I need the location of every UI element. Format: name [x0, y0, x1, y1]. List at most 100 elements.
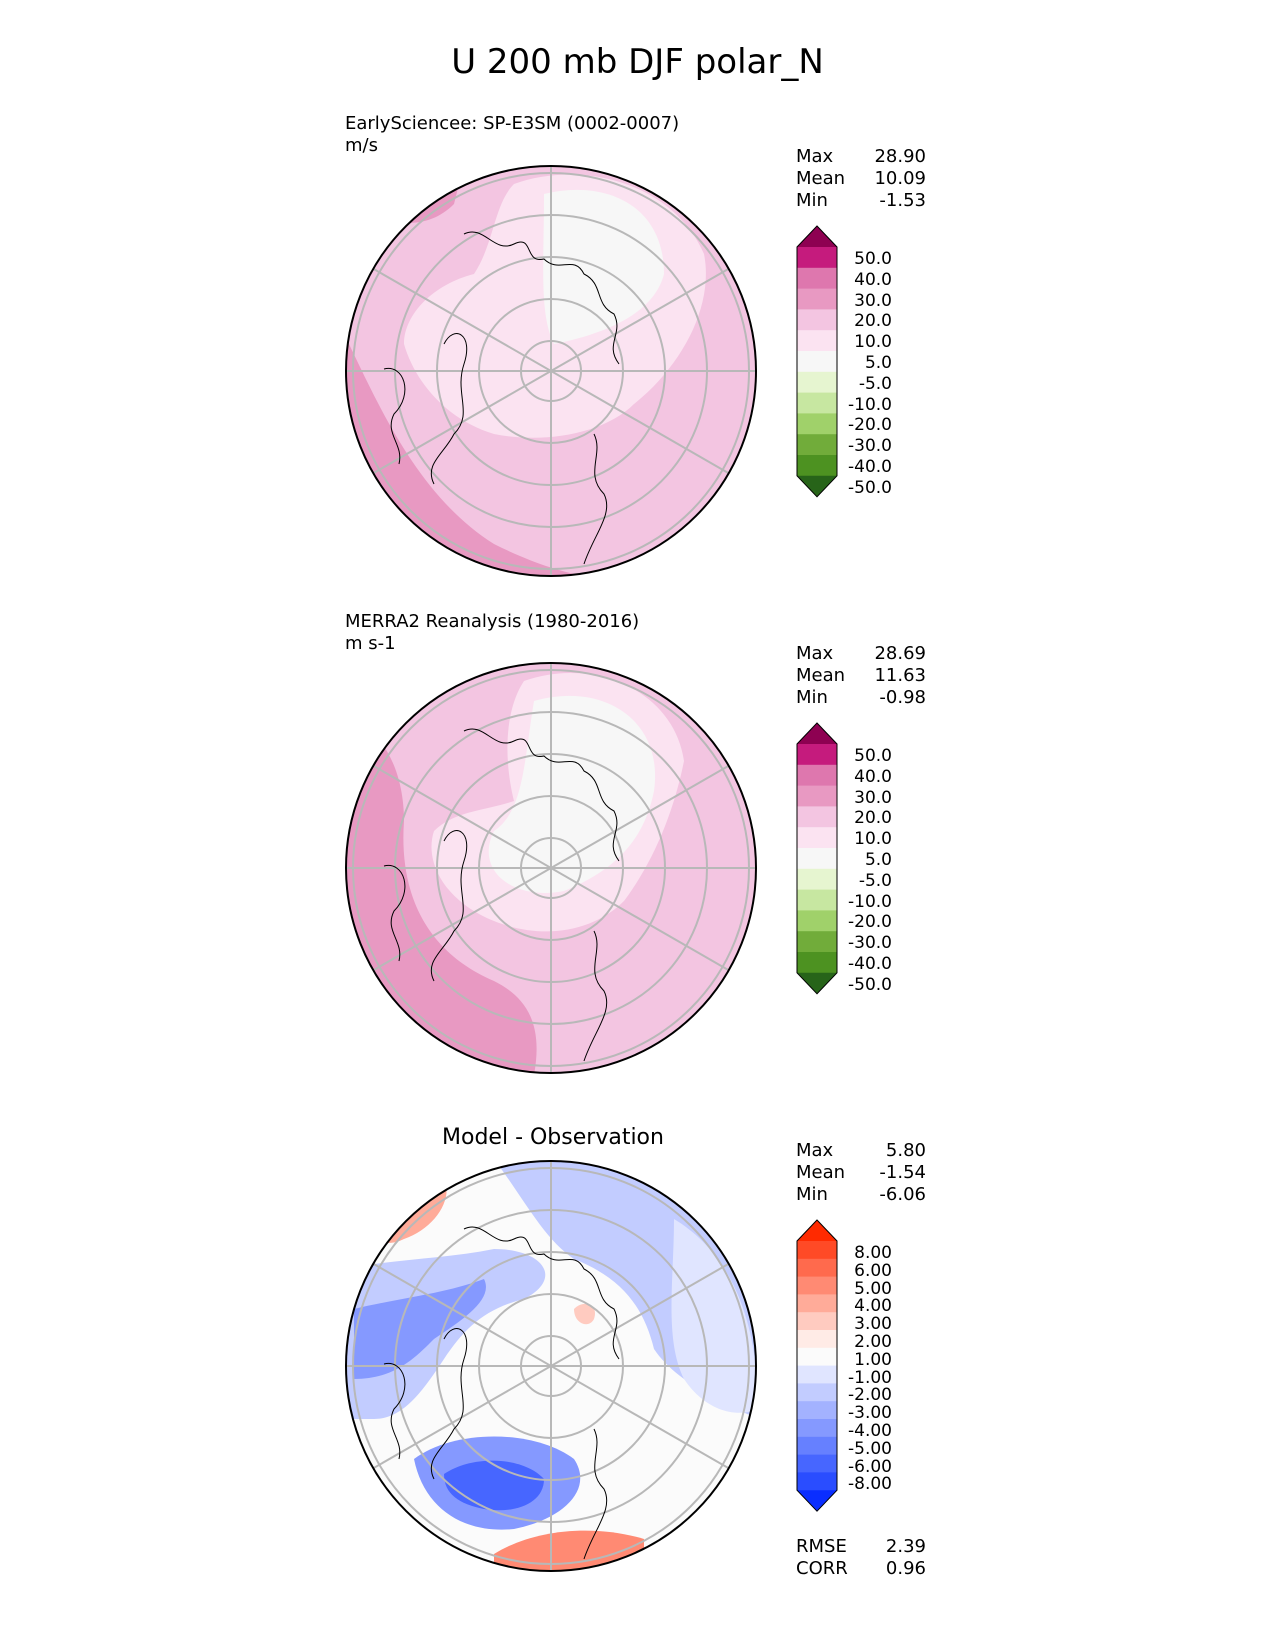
graticule: [346, 1161, 756, 1571]
colorbar-tick-label: 50.0: [854, 746, 892, 766]
stat-mean: Mean 11.63: [796, 665, 926, 686]
colorbar-tick-label: 2.00: [854, 1332, 892, 1352]
colorbar-segment: [797, 1419, 837, 1438]
stat-mean: Mean -1.54: [796, 1162, 926, 1183]
colorbar-segment: [797, 827, 837, 849]
colorbar-segment: [797, 455, 837, 477]
colorbar-segment: [797, 371, 837, 394]
panel-2-units: m s-1: [345, 633, 396, 654]
colorbar-extend-top: [797, 1220, 837, 1241]
colorbar-tick-label: -10.0: [848, 891, 892, 912]
colorbar-tick-label: 10.0: [854, 332, 892, 353]
stat-min: Min -1.53: [796, 190, 926, 211]
map-boundary: [345, 165, 757, 577]
metric-corr: CORR 0.96: [796, 1558, 926, 1579]
metric-rmse: RMSE 2.39: [796, 1536, 926, 1557]
colorbar-segment: [797, 1258, 837, 1278]
colorbar-segment: [797, 910, 837, 932]
colorbar-tick-label: -2.00: [848, 1385, 892, 1406]
colorbar-segment: [797, 247, 837, 269]
negative-core-left: [354, 1279, 486, 1379]
panel-2-title: MERRA2 Reanalysis (1980-2016): [345, 611, 640, 632]
colorbar-segment: [797, 309, 837, 331]
colorbar-segment: [797, 288, 837, 310]
panel-1-units: m/s: [345, 135, 378, 156]
colorbar-tick-label: 5.0: [864, 353, 892, 373]
colorbar-extend-top: [797, 723, 837, 744]
colorbar-segment: [797, 330, 837, 352]
colorbar-extend-bottom: [797, 1490, 837, 1512]
negative-wide-right: [671, 1219, 756, 1413]
colorbar-tick-label: 40.0: [854, 766, 892, 787]
colorbar-outline: [796, 722, 838, 995]
stat-mean: Mean 10.09: [796, 168, 926, 189]
colorbar-segment: [797, 351, 837, 373]
map-boundary: [345, 1160, 757, 1572]
colorbar-tick-label: -40.0: [848, 457, 892, 477]
stat-min: Min -6.06: [796, 1184, 926, 1205]
colorbar-segment: [797, 1454, 837, 1473]
colorbar-extend-bottom: [797, 475, 837, 497]
colorbar-outline: [796, 1219, 838, 1512]
colorbar-outline: [796, 225, 838, 498]
colorbar-segment: [797, 267, 837, 290]
colorbar-segment: [797, 764, 837, 787]
colorbar-segment: [797, 434, 837, 456]
colorbar-tick-label: 5.0: [864, 850, 892, 870]
colorbar-tick-label: -20.0: [848, 912, 892, 933]
panel-3-title: Model - Observation: [442, 1125, 664, 1150]
colorbar-segment: [797, 952, 837, 974]
colorbar-tick-label: 5.00: [854, 1278, 892, 1299]
panel-3-metrics: RMSE 2.39 CORR 0.96: [796, 1536, 926, 1580]
panel-1-stats: Max 28.90 Mean 10.09 Min -1.53: [796, 146, 926, 212]
colorbar-tick-label: 50.0: [854, 249, 892, 269]
colorbar-tick-label: -50.0: [848, 477, 892, 498]
colorbar-tick-label: 20.0: [854, 808, 892, 829]
map-boundary: [345, 662, 757, 1074]
colorbar-segment: [797, 1401, 837, 1420]
colorbar-tick-label: 4.00: [854, 1296, 892, 1317]
colorbar-tick-label: 3.00: [854, 1314, 892, 1335]
coastlines: [383, 231, 620, 565]
colorbar-tick-label: 30.0: [854, 787, 892, 808]
colorbar-tick-label: 20.0: [854, 311, 892, 332]
colorbar-segment: [797, 392, 837, 414]
stat-max: Max 28.90: [796, 146, 926, 167]
colorbar-segment: [797, 889, 837, 911]
colorbar-segment: [797, 1294, 837, 1313]
colorbar-segment: [797, 1276, 837, 1295]
colorbar-tick-label: -3.00: [848, 1403, 892, 1424]
colorbar-tick-label: -5.0: [858, 870, 892, 891]
colorbar-segment: [797, 744, 837, 766]
colorbar-tick-label: -30.0: [848, 933, 892, 954]
coastlines: [383, 728, 620, 1062]
colorbar-segment: [797, 1383, 837, 1402]
colorbar-tick-label: -30.0: [848, 436, 892, 457]
colorbar-tick-label: -6.00: [848, 1456, 892, 1477]
stat-max: Max 28.69: [796, 643, 926, 664]
panel-3-map: [345, 1160, 757, 1572]
colorbar-segment: [797, 1330, 837, 1349]
colorbar-tick-label: -8.00: [848, 1474, 892, 1495]
colorbar-tick-label: -4.00: [848, 1421, 892, 1441]
colorbar-segment: [797, 1241, 837, 1260]
graticule: [346, 663, 756, 1073]
colorbar-segment: [797, 785, 837, 807]
colorbar-segment: [797, 1436, 837, 1456]
positive-spot: [574, 1303, 595, 1325]
colorbar-segment: [797, 1347, 837, 1367]
colorbar-tick-label: 10.0: [854, 829, 892, 850]
colorbar-tick-label: 8.00: [854, 1243, 892, 1263]
colorbar-segment: [797, 1312, 837, 1331]
panel-3-colorbar: [796, 1219, 838, 1512]
colorbar-segment: [797, 1365, 837, 1384]
colorbar-tick-label: 30.0: [854, 290, 892, 311]
colorbar-segment: [797, 413, 837, 435]
colorbar-tick-label: 1.00: [854, 1349, 892, 1370]
panel-2-stats: Max 28.69 Mean 11.63 Min -0.98: [796, 643, 926, 709]
colorbar-tick-label: -5.0: [858, 373, 892, 394]
colorbar-segment: [797, 848, 837, 870]
colorbar-segment: [797, 931, 837, 953]
colorbar-segment: [797, 868, 837, 891]
colorbar-tick-label: -1.00: [848, 1367, 892, 1388]
